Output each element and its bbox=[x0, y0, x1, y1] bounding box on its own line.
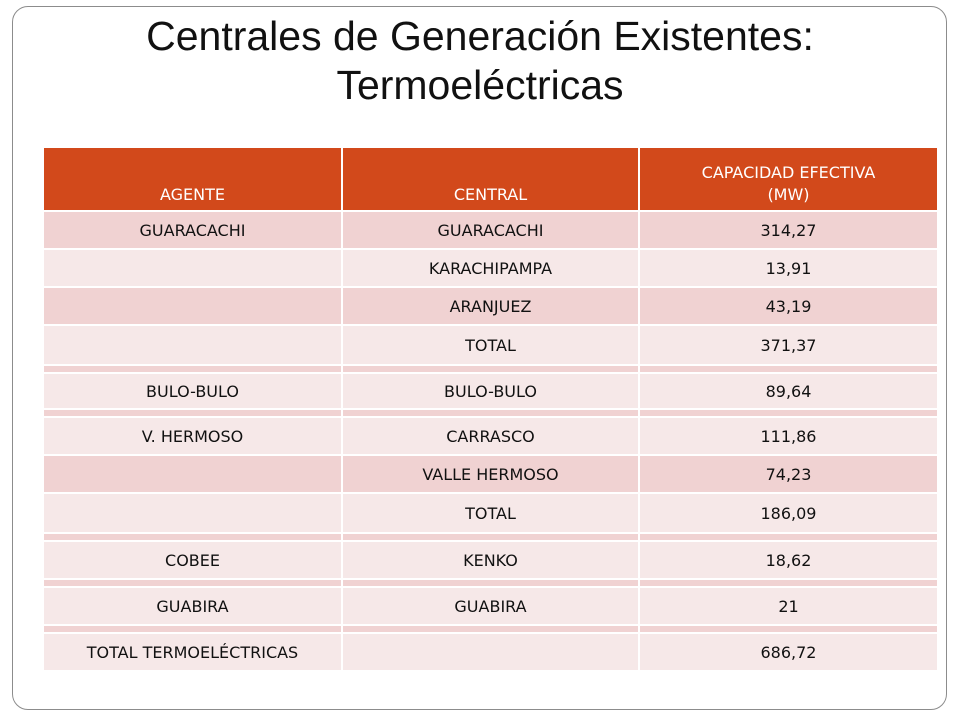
cell-agente: V. HERMOSO bbox=[44, 417, 343, 456]
slide-title-line1: Centrales de Generación Existentes: bbox=[146, 13, 814, 59]
cell-capacidad: 18,62 bbox=[639, 541, 937, 580]
table-spacer-row bbox=[44, 579, 937, 588]
cell-central: TOTAL bbox=[342, 325, 640, 366]
cell-capacidad: 186,09 bbox=[639, 493, 937, 534]
table-row-total: TOTAL TERMOELÉCTRICAS 686,72 bbox=[44, 633, 937, 672]
cell-capacidad: 314,27 bbox=[639, 211, 937, 250]
cell-central: VALLE HERMOSO bbox=[342, 455, 640, 494]
table-row: BULO-BULO BULO-BULO 89,64 bbox=[44, 373, 937, 410]
table-row: TOTAL 186,09 bbox=[44, 493, 937, 534]
cell-central: CARRASCO bbox=[342, 417, 640, 456]
generation-plants-table: AGENTE CENTRAL CAPACIDAD EFECTIVA (MW) G… bbox=[44, 148, 937, 672]
table-row: GUARACACHI GUARACACHI 314,27 bbox=[44, 211, 937, 250]
cell-capacidad: 21 bbox=[639, 587, 937, 626]
cell-agente bbox=[44, 493, 343, 534]
slide-frame bbox=[12, 6, 947, 710]
cell-agente bbox=[44, 287, 343, 326]
cell-central: GUABIRA bbox=[342, 587, 640, 626]
cell-agente bbox=[44, 249, 343, 288]
table-row: COBEE KENKO 18,62 bbox=[44, 541, 937, 580]
cell-capacidad: 74,23 bbox=[639, 455, 937, 494]
cell-central: TOTAL bbox=[342, 493, 640, 534]
header-capacidad-line1: CAPACIDAD EFECTIVA bbox=[701, 163, 876, 182]
table-row: VALLE HERMOSO 74,23 bbox=[44, 455, 937, 494]
slide-title: Centrales de Generación Existentes: Term… bbox=[20, 12, 940, 110]
table-row: V. HERMOSO CARRASCO 111,86 bbox=[44, 417, 937, 456]
table-spacer-row bbox=[44, 365, 937, 374]
cell-agente bbox=[44, 325, 343, 366]
cell-capacidad: 43,19 bbox=[639, 287, 937, 326]
cell-agente: GUABIRA bbox=[44, 587, 343, 626]
cell-central bbox=[342, 633, 640, 672]
cell-agente: COBEE bbox=[44, 541, 343, 580]
cell-agente: GUARACACHI bbox=[44, 211, 343, 250]
cell-agente: BULO-BULO bbox=[44, 373, 343, 410]
header-agente: AGENTE bbox=[44, 148, 343, 212]
cell-central: GUARACACHI bbox=[342, 211, 640, 250]
cell-central: KARACHIPAMPA bbox=[342, 249, 640, 288]
cell-capacidad: 371,37 bbox=[639, 325, 937, 366]
table-spacer-row bbox=[44, 533, 937, 542]
header-capacidad-line2: (MW) bbox=[767, 185, 810, 204]
table-row: KARACHIPAMPA 13,91 bbox=[44, 249, 937, 288]
table-row: GUABIRA GUABIRA 21 bbox=[44, 587, 937, 626]
cell-agente bbox=[44, 455, 343, 494]
cell-central: ARANJUEZ bbox=[342, 287, 640, 326]
cell-capacidad: 111,86 bbox=[639, 417, 937, 456]
slide-title-line2: Termoeléctricas bbox=[336, 62, 624, 108]
header-central: CENTRAL bbox=[342, 148, 640, 212]
table-header-row: AGENTE CENTRAL CAPACIDAD EFECTIVA (MW) bbox=[44, 148, 937, 212]
header-capacidad: CAPACIDAD EFECTIVA (MW) bbox=[639, 148, 937, 212]
cell-agente: TOTAL TERMOELÉCTRICAS bbox=[44, 633, 343, 672]
cell-capacidad: 686,72 bbox=[639, 633, 937, 672]
table-spacer-row bbox=[44, 409, 937, 418]
table-row: ARANJUEZ 43,19 bbox=[44, 287, 937, 326]
cell-capacidad: 13,91 bbox=[639, 249, 937, 288]
table-row: TOTAL 371,37 bbox=[44, 325, 937, 366]
cell-central: BULO-BULO bbox=[342, 373, 640, 410]
cell-central: KENKO bbox=[342, 541, 640, 580]
cell-capacidad: 89,64 bbox=[639, 373, 937, 410]
table-spacer-row bbox=[44, 625, 937, 634]
